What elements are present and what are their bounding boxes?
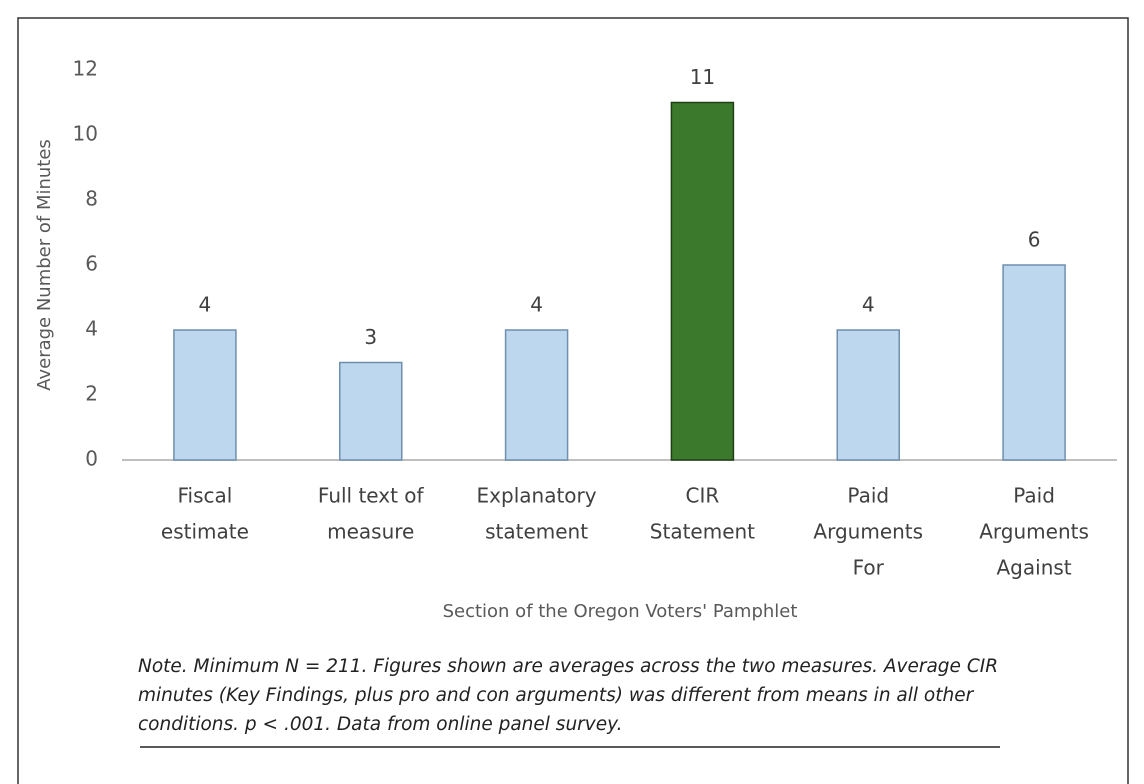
x-tick-label: statement — [485, 520, 588, 544]
frame — [17, 17, 1129, 784]
value-label: 11 — [690, 65, 715, 89]
bar — [836, 329, 900, 461]
y-axis-title: Average Number of Minutes — [34, 139, 55, 391]
x-tick-label: Paid — [847, 484, 889, 508]
x-axis-title: Section of the Oregon Voters' Pamphlet — [443, 601, 798, 622]
x-tick-label: Against — [997, 556, 1072, 580]
x-tick-label: For — [853, 556, 885, 580]
bar — [339, 361, 403, 461]
y-tick-label: 8 — [85, 187, 98, 211]
x-tick-label: Arguments — [813, 520, 923, 544]
x-tick-label: Paid — [1013, 484, 1055, 508]
y-tick-label: 0 — [85, 447, 98, 471]
x-tick-label: CIR — [686, 484, 720, 508]
bar — [504, 329, 569, 461]
value-label: 6 — [1028, 228, 1041, 252]
note: Note. Minimum N = 211. Figures shown are… — [138, 656, 999, 735]
bar — [173, 329, 237, 461]
value-label: 3 — [364, 325, 377, 349]
x-tick-label: Statement — [650, 520, 755, 544]
bar — [1002, 264, 1066, 461]
x-tick-label: Explanatory — [477, 484, 597, 508]
x-tick-label: Full text of — [318, 484, 425, 508]
y-tick-label: 12 — [73, 57, 98, 81]
value-label: 4 — [530, 293, 543, 317]
x-tick-label: Arguments — [979, 520, 1089, 544]
y-tick-label: 2 — [85, 382, 98, 406]
value-label: 4 — [862, 293, 875, 317]
bar — [670, 101, 735, 461]
y-tick-label: 4 — [85, 317, 98, 341]
x-tick-label: estimate — [161, 520, 249, 544]
y-tick-label: 6 — [85, 252, 98, 276]
value-label: 4 — [199, 293, 212, 317]
y-tick-label: 10 — [73, 122, 98, 146]
x-tick-label: Fiscal — [177, 484, 232, 508]
x-tick-label: measure — [327, 520, 414, 544]
